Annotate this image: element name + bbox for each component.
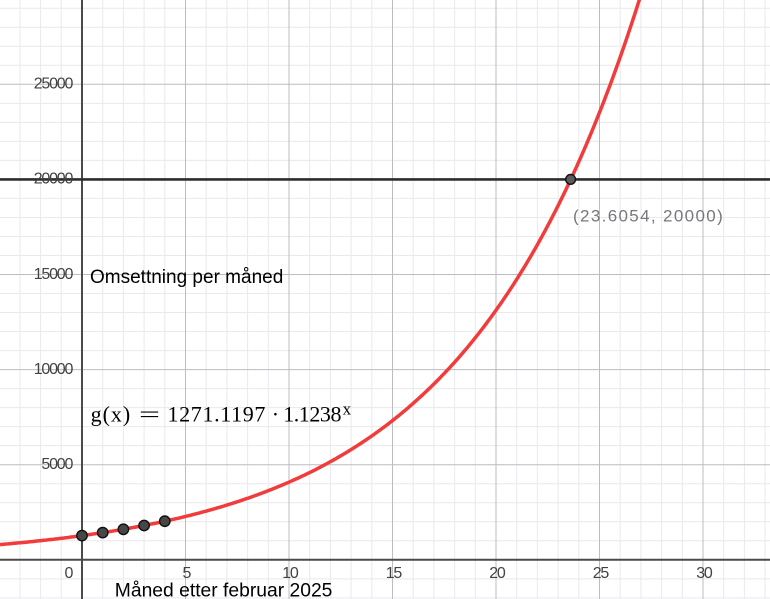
svg-text:25: 25 xyxy=(593,565,610,582)
svg-text:Måned etter februar 2025: Måned etter februar 2025 xyxy=(115,580,333,599)
svg-text:30: 30 xyxy=(696,565,713,582)
svg-text:·: · xyxy=(272,402,279,427)
svg-text:15000: 15000 xyxy=(34,266,74,283)
svg-text:20: 20 xyxy=(489,565,506,582)
svg-text:(23.6054, 20000): (23.6054, 20000) xyxy=(573,206,724,225)
svg-text:25000: 25000 xyxy=(34,76,74,93)
svg-text:1.1238: 1.1238 xyxy=(283,402,341,427)
svg-text:15: 15 xyxy=(386,565,403,582)
svg-text:20000: 20000 xyxy=(34,171,74,188)
svg-text:10000: 10000 xyxy=(34,361,74,378)
svg-text:Omsettning per måned: Omsettning per måned xyxy=(90,267,283,288)
svg-text:0: 0 xyxy=(64,565,73,582)
svg-text:g(x): g(x) xyxy=(91,402,132,427)
svg-text:10: 10 xyxy=(282,565,299,582)
svg-text:5000: 5000 xyxy=(41,456,73,473)
svg-text:1271.1197: 1271.1197 xyxy=(168,402,267,427)
svg-text:x: x xyxy=(343,400,352,419)
svg-text:=: = xyxy=(139,402,160,427)
svg-text:5: 5 xyxy=(183,565,192,582)
